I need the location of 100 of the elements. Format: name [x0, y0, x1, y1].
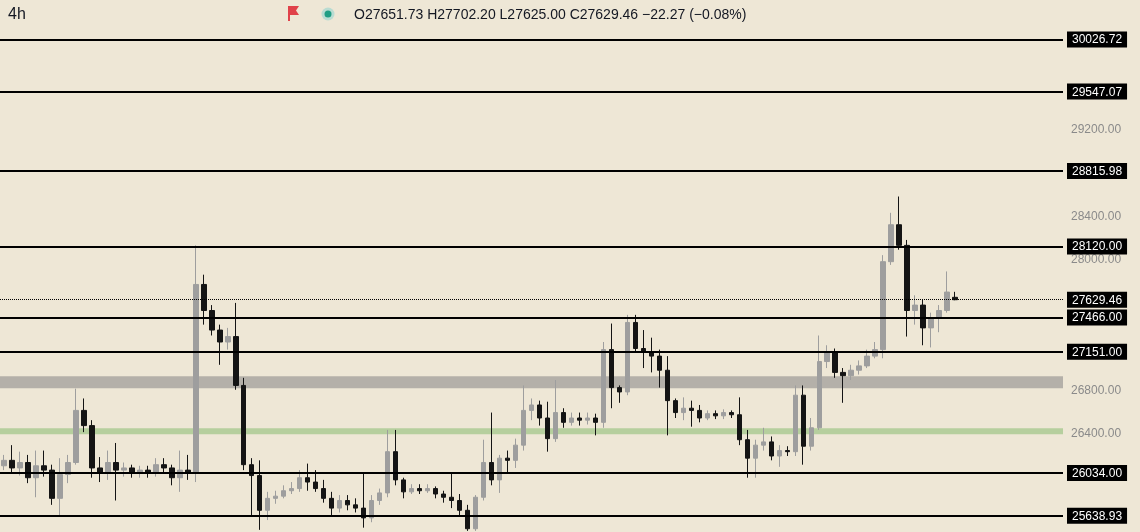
candlestick [81, 397, 87, 433]
ref-line-label: 28120.00 [1072, 239, 1123, 254]
candlestick [593, 413, 598, 436]
candlestick [880, 254, 886, 359]
ref-line-label: 28815.98 [1072, 163, 1123, 178]
candlestick [257, 459, 262, 531]
candlestick [912, 294, 918, 326]
candlestick [329, 491, 334, 517]
candlestick [457, 493, 462, 517]
candlestick [569, 412, 574, 427]
candlestick [793, 384, 798, 457]
candlestick [617, 384, 622, 404]
candlestick [561, 407, 566, 429]
candlestick [928, 312, 934, 348]
candlestick [753, 439, 758, 479]
ref-line-label: 27466.00 [1072, 310, 1123, 325]
candlestick [241, 377, 246, 471]
candlestick [377, 488, 382, 506]
candlestick [681, 396, 686, 421]
candlestick [553, 379, 558, 443]
candlestick [385, 429, 390, 498]
y-tick-label: 29200.00 [1071, 122, 1122, 137]
candlestick [265, 491, 270, 521]
candlestick [904, 239, 910, 338]
candlestick [609, 323, 614, 409]
chart-title: 4h [8, 5, 26, 23]
candlestick [193, 244, 199, 483]
y-tick-label: 28000.00 [1071, 252, 1122, 267]
candlestick [785, 445, 790, 457]
candlestick [401, 477, 406, 499]
candlestick [17, 451, 23, 477]
candlestick [705, 409, 710, 421]
candlestick [113, 442, 119, 502]
candlestick [409, 483, 414, 495]
candlestick [153, 457, 159, 478]
candlestick [864, 349, 870, 369]
ref-line-label: 30026.72 [1072, 32, 1123, 47]
candlestick [777, 444, 782, 468]
candlestick [761, 427, 766, 452]
candlestick [121, 462, 127, 478]
candlestick [249, 457, 254, 517]
candlestick [601, 341, 606, 429]
candlestick [273, 490, 278, 505]
candlestick [689, 400, 694, 428]
candlestick [481, 439, 486, 502]
candlestick [201, 274, 207, 326]
candlestick [745, 429, 750, 479]
candlestick [1, 454, 7, 471]
ref-line-label: 25638.93 [1072, 508, 1123, 523]
candlestick [305, 463, 310, 492]
candlestick [289, 481, 294, 495]
candlestick [489, 412, 494, 486]
candlestick [89, 419, 95, 479]
candlestick [737, 396, 742, 446]
candlestick [537, 400, 542, 427]
candlestick [393, 429, 398, 486]
candlestick [225, 327, 231, 351]
candlestick [97, 456, 103, 483]
candlestick [297, 469, 302, 493]
candlestick [161, 457, 167, 473]
candlestick [281, 484, 286, 499]
candlestick [665, 355, 670, 436]
candlestick [809, 417, 814, 452]
candlestick [521, 384, 526, 452]
candlestick [848, 364, 854, 381]
candlestick [497, 454, 502, 494]
candlestick [944, 270, 950, 314]
ref-line-label: 29547.07 [1072, 84, 1123, 99]
candlestick [321, 479, 326, 504]
candlestick [633, 314, 638, 353]
candlestick [217, 324, 223, 366]
candlestick [433, 485, 438, 499]
candlestick [361, 472, 366, 529]
candlestick [856, 359, 862, 376]
candlestick [801, 384, 806, 466]
candlestick [353, 497, 358, 513]
candlestick [137, 465, 143, 479]
candlestick [209, 304, 215, 336]
candlestick [233, 302, 239, 391]
candlestick [936, 304, 942, 333]
candlestick [697, 404, 702, 423]
candlestick [545, 401, 550, 453]
candlestick [920, 299, 926, 346]
y-tick-label: 28400.00 [1071, 209, 1122, 224]
candlestick [369, 494, 374, 523]
ref-line-label: 27629.46 [1072, 292, 1123, 307]
candlestick [425, 483, 430, 494]
candlestick [577, 412, 582, 427]
candlestick [57, 457, 63, 517]
candlestick [465, 504, 470, 532]
candlestick [824, 344, 830, 369]
candlestick [529, 397, 534, 421]
candlestick [832, 348, 838, 379]
candlestick [473, 494, 478, 532]
candlestick [649, 337, 654, 373]
candlestick [9, 444, 15, 473]
candlestick [952, 291, 958, 301]
candlestick [337, 494, 342, 513]
candlestick [105, 450, 111, 481]
candlestick [817, 334, 822, 431]
